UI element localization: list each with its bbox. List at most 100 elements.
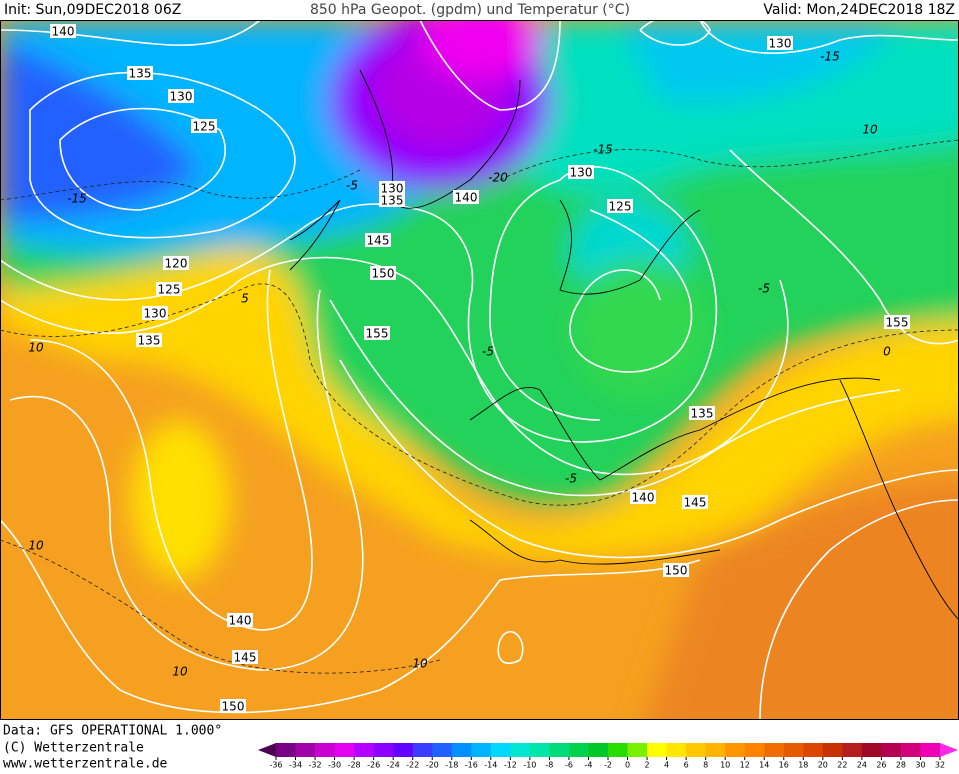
colorbar-cell [725, 743, 746, 757]
colorbar-tick-label: 2 [645, 761, 650, 770]
copyright: (C) Wetterzentrale [3, 741, 144, 756]
colorbar-tick-label: 12 [740, 761, 750, 770]
colorbar-cell [490, 743, 511, 757]
colorbar-cell [412, 743, 433, 757]
colorbar-tick-label: -20 [426, 761, 439, 770]
colorbar-tick-label: 32 [935, 761, 945, 770]
colorbar-cell [568, 743, 589, 757]
colorbar-tick-label: 6 [684, 761, 689, 770]
colorbar-cell [647, 743, 668, 757]
colorbar-tick-label: 28 [896, 761, 906, 770]
colorbar-tick-label: 14 [759, 761, 769, 770]
colorbar-tick-label: 0 [625, 761, 630, 770]
colorbar-tick-label: -22 [406, 761, 419, 770]
colorbar-tick-label: -14 [484, 761, 497, 770]
temperature-label: 5 [241, 292, 249, 306]
colorbar: -36 -34 -32 -30 -28 -26 -24 -22 -20 -18 -16 -14 -12-… [258, 743, 958, 770]
label-box [682, 495, 708, 509]
coastlines [289, 69, 959, 621]
geopotential-label: 130 [769, 37, 792, 51]
colorbar-cell [510, 743, 531, 757]
temperature-label: -15 [820, 50, 840, 64]
init-label: Init: Sun,09DEC2018 06Z [4, 2, 181, 18]
geopotential-label: 140 [455, 191, 478, 205]
colorbar-tick-label: -36 [269, 761, 282, 770]
temperature-label: -5 [758, 282, 770, 296]
colorbar-cell [549, 743, 570, 757]
temperature-contours [0, 139, 959, 674]
colorbar-tick-label: -34 [289, 761, 302, 770]
label-box [50, 24, 76, 38]
label-box [630, 490, 656, 504]
colorbar-tick-label: 20 [818, 761, 828, 770]
temperature-label: -5 [346, 179, 358, 193]
geopotential-label: 125 [158, 283, 181, 297]
label-box [379, 193, 405, 207]
label-box [379, 181, 405, 195]
geopotential-label: 150 [372, 267, 395, 281]
geopotential-label: 145 [367, 234, 390, 248]
colorbar-cell [373, 743, 394, 757]
geopotential-label: 135 [129, 67, 152, 81]
colorbar-tick-label: -24 [387, 761, 400, 770]
colorbar-tick-label: 30 [915, 761, 925, 770]
colorbar-tick-label: -32 [309, 761, 322, 770]
geopotential-label: 145 [234, 651, 257, 665]
colorbar-cell [393, 743, 414, 757]
colorbar-cell [627, 743, 648, 757]
temperature-label: -5 [565, 472, 577, 486]
colorbar-cell [529, 743, 550, 757]
colorbar-cell [686, 743, 707, 757]
colorbar-tick-label: -8 [545, 761, 553, 770]
colorbar-arrow-left [258, 743, 276, 757]
map-area [0, 20, 959, 720]
geopotential-label: 120 [165, 257, 188, 271]
label-box [127, 66, 153, 80]
colorbar-cell [608, 743, 629, 757]
colorbar-cell [744, 743, 765, 757]
geopotential-label: 155 [366, 327, 389, 341]
colorbar-tick-label: 18 [798, 761, 808, 770]
temperature-label: 10 [412, 657, 428, 671]
temperature-label: -15 [67, 192, 87, 206]
colorbar-cell [764, 743, 785, 757]
geopotential-label: 150 [665, 564, 688, 578]
temperature-label: 10 [28, 341, 44, 355]
colorbar-cell [803, 743, 824, 757]
colorbar-cell [822, 743, 843, 757]
label-box [191, 119, 217, 133]
colorbar-cell [705, 743, 726, 757]
colorbar-tick-label: -18 [445, 761, 458, 770]
valid-label: Valid: Mon,24DEC2018 18Z [763, 2, 955, 18]
geopotential-label: 135 [138, 334, 161, 348]
label-box [607, 199, 633, 213]
geopotential-label: 130 [144, 307, 167, 321]
colorbar-cell [432, 743, 453, 757]
geopotential-label: 150 [222, 700, 245, 714]
colorbar-cell [842, 743, 863, 757]
geopotential-label: 135 [381, 194, 404, 208]
label-box [142, 306, 168, 320]
temperature-label: 10 [28, 539, 44, 553]
colorbar-tick-label: -2 [604, 761, 612, 770]
colorbar-tick-label: -30 [328, 761, 341, 770]
label-box [568, 165, 594, 179]
colorbar-tick-label: -12 [504, 761, 517, 770]
colorbar-cell [334, 743, 355, 757]
colorbar-tick-label: -4 [584, 761, 592, 770]
label-box [232, 650, 258, 664]
label-box [663, 563, 689, 577]
geopotential-label: 135 [691, 407, 714, 421]
geopotential-label: 140 [52, 25, 75, 39]
geopotential-label: 130 [170, 90, 193, 104]
map-title: 850 hPa Geopot. (gpdm) und Temperatur (°… [310, 2, 630, 18]
geopotential-label: 145 [684, 496, 707, 510]
website: www.wetterzentrale.de [3, 757, 168, 771]
colorbar-cell [861, 743, 882, 757]
colorbar-tick-label: -10 [523, 761, 536, 770]
geopotential-label: 130 [570, 166, 593, 180]
label-box [227, 613, 253, 627]
colorbar-cell [783, 743, 804, 757]
geopotential-label: 130 [381, 182, 404, 196]
